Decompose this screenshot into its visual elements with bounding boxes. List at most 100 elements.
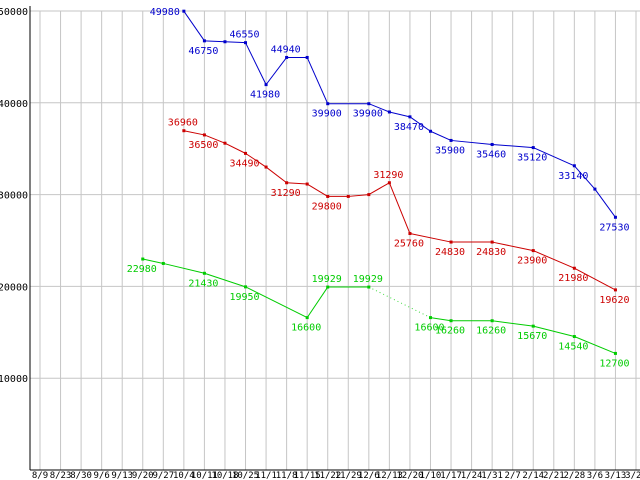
red-series-value-label: 24830: [435, 247, 465, 258]
blue-series-segment: [265, 57, 288, 85]
x-axis-tick-label: 2/21: [543, 471, 565, 480]
blue-series-value-label: 27530: [599, 222, 629, 233]
x-axis-tick-label: 2/28: [564, 471, 586, 480]
blue-series-segment: [389, 111, 411, 118]
x-axis-tick-label: 11/8: [276, 471, 298, 480]
green-series-value-label: 19950: [229, 292, 259, 303]
red-series-point: [449, 240, 453, 244]
green-series-value-label: 16600: [414, 323, 444, 334]
red-series-point: [408, 232, 412, 236]
red-series-point: [367, 193, 371, 197]
red-series-segment: [224, 142, 246, 154]
green-series-point: [367, 285, 371, 289]
red-series-value-label: 34490: [229, 158, 259, 169]
green-series-point: [326, 285, 330, 289]
red-series-segment: [492, 241, 534, 252]
x-axis-tick-label: 3/13: [605, 471, 627, 480]
red-series-segment: [388, 182, 411, 234]
red-series-point: [244, 151, 248, 155]
red-series-point: [305, 182, 309, 186]
x-axis-tick-label: 1/31: [481, 471, 503, 480]
red-series-point: [223, 141, 227, 145]
green-series-point: [428, 316, 432, 320]
x-axis-tick-label: 9/27: [152, 471, 174, 480]
red-series-segment: [183, 130, 205, 136]
red-series-point: [182, 129, 186, 133]
blue-series-point: [428, 129, 432, 133]
red-series-value-label: 31290: [373, 170, 403, 181]
blue-series-point: [305, 55, 309, 59]
blue-series-segment: [224, 41, 246, 44]
blue-series-value-label: 33140: [558, 171, 588, 182]
x-axis-tick-label: 11/22: [314, 471, 341, 480]
red-series-value-label: 23900: [517, 256, 547, 267]
blue-series-value-label: 49980: [150, 7, 180, 18]
blue-series-point: [244, 41, 248, 45]
red-series-point: [202, 133, 206, 137]
blue-series-point: [593, 187, 597, 191]
x-axis-tick-label: 12/20: [396, 471, 423, 480]
x-axis-tick-label: 2/7: [505, 471, 521, 480]
x-axis-tick-label: 11/1: [255, 471, 277, 480]
red-series-point: [285, 181, 289, 185]
green-series-segment: [245, 286, 308, 319]
blue-series-point: [613, 215, 617, 219]
red-series-value-label: 21980: [558, 273, 588, 284]
blue-series-segment: [245, 42, 267, 85]
green-series-segment: [163, 262, 205, 274]
blue-series-point: [367, 102, 371, 106]
red-series-segment: [286, 182, 308, 185]
red-series-segment: [204, 134, 226, 144]
green-series-value-label: 16260: [476, 326, 506, 337]
red-series-value-label: 25760: [394, 239, 424, 250]
blue-series-point: [449, 138, 453, 142]
green-series-value-label: 22980: [127, 264, 157, 275]
blue-series-point: [223, 40, 227, 44]
x-axis-tick-label: 1/10: [420, 471, 442, 480]
blue-series-point: [490, 142, 494, 146]
blue-series-segment: [306, 57, 329, 104]
x-axis-tick-label: 1/24: [461, 471, 483, 480]
x-axis-tick-label: 8/23: [50, 471, 72, 480]
green-series-point: [141, 257, 145, 261]
x-axis-tick-label: 8/9: [32, 471, 48, 480]
red-series-point: [613, 288, 617, 292]
x-axis-tick-label: 3/6: [587, 471, 603, 480]
x-axis-tick-label: 11/29: [335, 471, 362, 480]
y-axis-tick-label: 30000: [0, 191, 28, 202]
blue-series-value-label: 46750: [188, 46, 218, 57]
green-series-point: [572, 335, 576, 339]
blue-series-point: [202, 39, 206, 43]
red-series-value-label: 36960: [168, 118, 198, 129]
y-axis-tick-label: 20000: [0, 282, 28, 293]
red-series-segment: [409, 233, 452, 243]
x-axis-tick-label: 10/11: [191, 471, 218, 480]
green-series-point: [161, 261, 165, 265]
green-series-point: [531, 324, 535, 328]
red-series-value-label: 36500: [188, 140, 218, 151]
blue-series-point: [387, 110, 391, 114]
green-series-value-label: 19929: [353, 274, 383, 285]
y-axis-tick-label: 10000: [0, 374, 28, 385]
x-axis-tick-label: 2/14: [522, 471, 544, 480]
green-series-value-label: 16600: [291, 323, 321, 334]
x-axis-tick-label: 9/13: [111, 471, 133, 480]
x-axis-tick-label: 1/17: [440, 471, 462, 480]
blue-series-segment: [492, 143, 534, 149]
blue-series-segment: [183, 10, 205, 42]
blue-series-value-label: 46550: [229, 30, 259, 41]
green-series-value-label: 16260: [435, 326, 465, 337]
red-series-point: [326, 194, 330, 198]
red-series-segment: [574, 267, 616, 291]
x-axis-tick-label: 12/6: [358, 471, 380, 480]
x-axis-tick-label: 11/15: [294, 471, 321, 480]
blue-series-value-label: 41980: [250, 90, 280, 101]
red-series-value-label: 19620: [599, 295, 629, 306]
green-series-value-label: 19929: [312, 274, 342, 285]
y-axis-tick-label: 40000: [0, 99, 28, 110]
green-series-point: [449, 319, 453, 323]
green-series-value-label: 12700: [599, 358, 629, 369]
x-axis-tick-label: 12/13: [376, 471, 403, 480]
green-series-segment: [492, 320, 534, 327]
x-axis-tick-label: 10/25: [232, 471, 259, 480]
